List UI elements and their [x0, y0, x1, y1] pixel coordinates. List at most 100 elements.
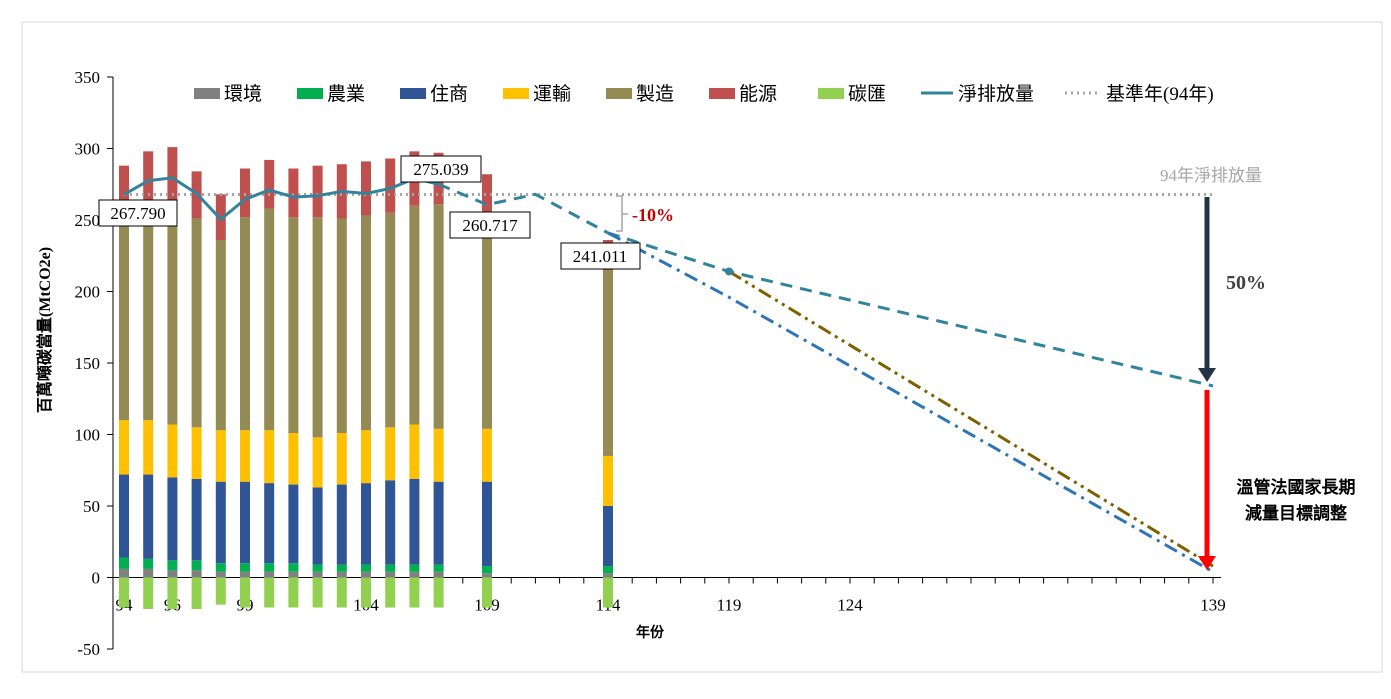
bar-segment: [433, 428, 444, 482]
bar-segment: [482, 228, 492, 429]
callout-241: 241.011: [560, 242, 641, 270]
callout-241-box: [560, 242, 641, 270]
bar-segment-sink: [240, 577, 250, 608]
bar-segment: [240, 430, 250, 482]
bar-segment: [143, 558, 154, 569]
bar-segment: [215, 430, 226, 482]
bar-segment: [603, 573, 613, 578]
bar-segment-sink: [409, 577, 420, 608]
legend-label: 基準年(94年): [1106, 83, 1214, 105]
bar-segment: [119, 420, 129, 475]
callout-267: 267.790: [98, 199, 178, 227]
bar-segment: [167, 147, 178, 213]
bar-segment: [385, 480, 396, 565]
legend-swatch: [606, 88, 632, 99]
bar-segment: [361, 564, 371, 572]
bar-segment: [312, 571, 323, 578]
bar-segment: [288, 484, 299, 564]
bar-segment: [385, 564, 396, 572]
bar-segment: [312, 487, 323, 565]
legend-label: 住商: [430, 83, 468, 105]
bar-segment: [167, 212, 178, 425]
bar-segment: [288, 168, 299, 218]
callout-275-box: [400, 155, 482, 183]
bar-segment: [482, 481, 492, 567]
bar-segment: [143, 420, 154, 475]
bar-segment: [167, 424, 178, 478]
bar-segment: [361, 161, 371, 216]
bar-segment: [409, 205, 420, 425]
bar-segment: [167, 570, 178, 578]
bar-segment: [433, 571, 444, 578]
bar-segment: [143, 568, 154, 578]
minus10-label: -10%: [632, 205, 674, 225]
y-tick-label: 200: [75, 283, 101, 302]
bar-segment: [264, 563, 275, 572]
bar-segment: [264, 483, 275, 564]
y-tick-label: 350: [75, 68, 101, 87]
legend-label: 淨排放量: [958, 83, 1034, 105]
bar-segment: [482, 566, 492, 574]
legend-label: 運輸: [533, 83, 571, 105]
bar-segment: [240, 217, 250, 431]
bar-segment-sink: [603, 577, 613, 608]
bar-segment-sink: [215, 577, 226, 605]
bar-segment: [240, 481, 250, 564]
legend-swatch: [503, 88, 529, 99]
bar-segment-sink: [336, 577, 347, 608]
bar-segment-sink: [191, 577, 202, 609]
bar-segment: [215, 481, 226, 564]
bar-segment: [191, 560, 202, 571]
bar-segment-sink: [385, 577, 396, 608]
bar-segment: [336, 433, 347, 485]
callout-267-box: [98, 199, 178, 227]
x-tick-label: 119: [717, 596, 742, 615]
bar-segment: [119, 557, 129, 569]
legend-label: 製造: [636, 83, 674, 105]
bar-segment: [603, 270, 613, 456]
y-ticks: 350 300 250 200 150 100 50 0 -50: [75, 68, 113, 659]
bar-segment: [409, 564, 420, 572]
bar-segment: [361, 430, 371, 484]
bar-segment-sink: [433, 577, 444, 608]
bar-segment: [119, 568, 129, 578]
bar-segment: [215, 563, 226, 572]
bar-segment: [288, 433, 299, 485]
bar-segment: [433, 564, 444, 572]
bar-segment: [361, 483, 371, 565]
bar-segment-sink: [361, 577, 371, 608]
legend-swatch: [194, 88, 220, 99]
x-axis-title: 年份: [636, 624, 665, 641]
target-label-line2: 減量目標調整: [1245, 503, 1347, 523]
legend-label: 環境: [224, 83, 262, 105]
bar-segment: [482, 428, 492, 482]
bar-segment: [264, 208, 275, 431]
net-emissions-line: [123, 176, 439, 222]
bar-segment: [409, 571, 420, 578]
bar-segment: [603, 455, 613, 506]
bar-segment: [336, 564, 347, 572]
legend-label: 農業: [327, 83, 365, 105]
y-tick-label: 100: [75, 426, 101, 445]
target-arrow-head: [1198, 556, 1216, 570]
legend-swatch: [400, 88, 426, 99]
bar-segment-sink: [119, 577, 129, 608]
plot-border: [21, 21, 1383, 673]
bar-segment: [143, 209, 154, 421]
bar-segment: [361, 571, 371, 578]
callout-260: 260.717: [449, 211, 531, 239]
bar-segment: [240, 571, 250, 578]
bar-segment: [603, 506, 613, 567]
bar-segment: [482, 573, 492, 578]
y-tick-label: 300: [75, 140, 101, 159]
callout-275: 275.039: [400, 155, 482, 183]
legend-label: 能源: [739, 83, 777, 105]
bar-segment: [264, 430, 275, 484]
bar-segment-sink: [288, 577, 299, 608]
x-tick-label: 124: [837, 596, 863, 615]
bar-segment-sink: [482, 577, 492, 608]
bar-segment: [264, 571, 275, 578]
callout-241-text: 241.011: [573, 247, 628, 266]
bar-segment: [385, 158, 396, 213]
